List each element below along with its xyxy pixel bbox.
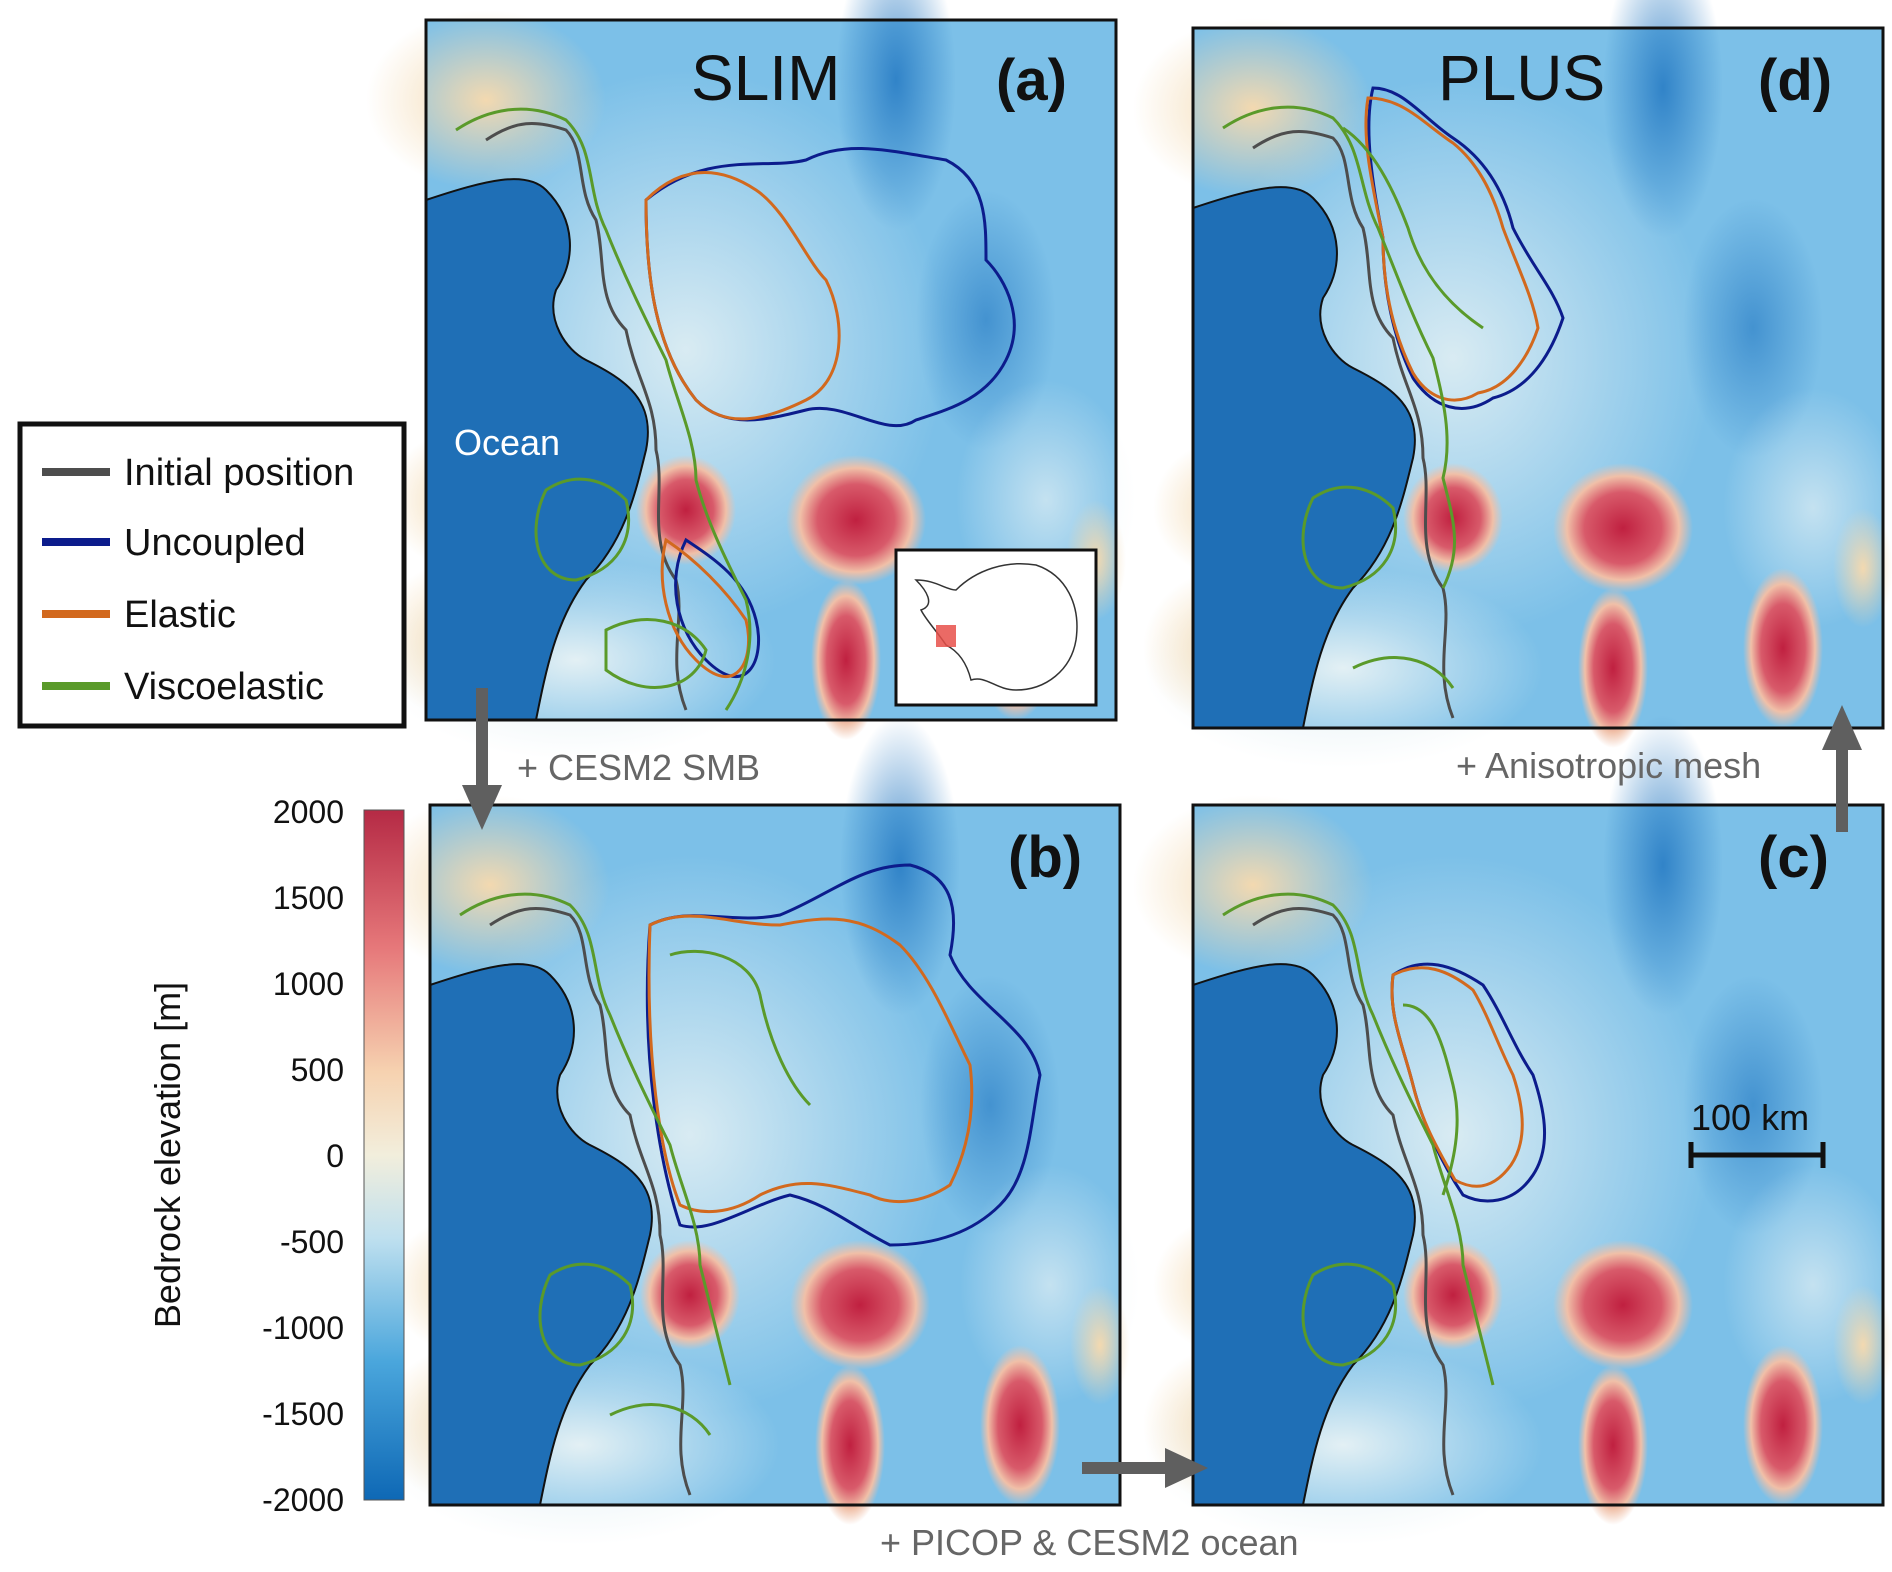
colorbar-ticks: 2000 1500 1000 500 0 -500 -1000 -1500 -2000	[262, 794, 344, 1518]
contour-viscoelastic	[455, 107, 752, 711]
arrow-a-to-b	[462, 688, 502, 830]
legend-label: Viscoelastic	[124, 666, 324, 708]
panel-c-letter: (c)	[1758, 825, 1829, 890]
colorbar-label: Bedrock elevation [m]	[147, 982, 188, 1328]
scale-bar: 100 km	[1688, 1097, 1826, 1168]
arrow-b-to-c	[1082, 1448, 1208, 1488]
arrow-c-to-d	[1822, 705, 1862, 832]
panel-a-title: SLIM	[691, 42, 840, 114]
step-label-smb: + CESM2 SMB	[517, 747, 760, 788]
legend-item: Viscoelastic	[42, 666, 324, 708]
contour-elastic	[1390, 966, 1524, 1188]
legend-label: Uncoupled	[124, 522, 306, 564]
contour-initial-position	[1252, 129, 1455, 719]
legend-label: Initial position	[124, 452, 354, 494]
colorbar-tick-label: 2000	[273, 794, 344, 830]
scale-bar-label: 100 km	[1691, 1097, 1809, 1138]
panel-a: SLIM (a) Ocean	[365, 0, 1137, 761]
colorbar-tick-label: 500	[291, 1052, 344, 1088]
legend-item: Initial position	[42, 452, 354, 494]
legend-item: Elastic	[42, 594, 236, 636]
ocean-label: Ocean	[454, 422, 560, 463]
panel-d: PLUS (d)	[1132, 0, 1892, 769]
colorbar: 2000 1500 1000 500 0 -500 -1000 -1500 -2000 Bedr…	[147, 794, 405, 1518]
legend: Initial position Uncoupled Elastic Visco…	[17, 421, 407, 729]
contour-viscoelastic	[1222, 892, 1495, 1386]
colorbar-tick-label: -500	[280, 1224, 344, 1260]
panel-d-title: PLUS	[1438, 42, 1605, 114]
contour-initial-position	[1252, 906, 1455, 1496]
colorbar-tick-label: -2000	[262, 1482, 344, 1518]
panel-b-letter: (b)	[1008, 825, 1082, 890]
contour-elastic	[644, 171, 841, 678]
colorbar-tick-label: 1000	[273, 966, 344, 1002]
step-label-ocean: + PICOP & CESM2 ocean	[880, 1522, 1299, 1563]
panel-a-letter: (a)	[996, 48, 1067, 113]
panel-d-letter: (d)	[1758, 48, 1832, 113]
contour-uncoupled	[645, 863, 1042, 1247]
contour-elastic	[647, 914, 974, 1214]
colorbar-tick-label: -1000	[262, 1310, 344, 1346]
colorbar-tick-label: 1500	[273, 880, 344, 916]
legend-item: Uncoupled	[42, 522, 306, 564]
colorbar-tick-label: -1500	[262, 1396, 344, 1432]
step-label-mesh: + Anisotropic mesh	[1456, 745, 1761, 786]
contour-viscoelastic	[459, 892, 812, 1436]
inset-study-area	[936, 625, 956, 647]
panel-c: (c) 100 km	[1132, 714, 1892, 1546]
colorbar-tick-label: 0	[326, 1138, 344, 1174]
inset-map	[894, 548, 1098, 707]
panel-b: (b)	[369, 714, 1141, 1546]
contour-initial-position	[489, 906, 692, 1496]
contour-viscoelastic	[1222, 105, 1484, 689]
legend-label: Elastic	[124, 594, 236, 636]
